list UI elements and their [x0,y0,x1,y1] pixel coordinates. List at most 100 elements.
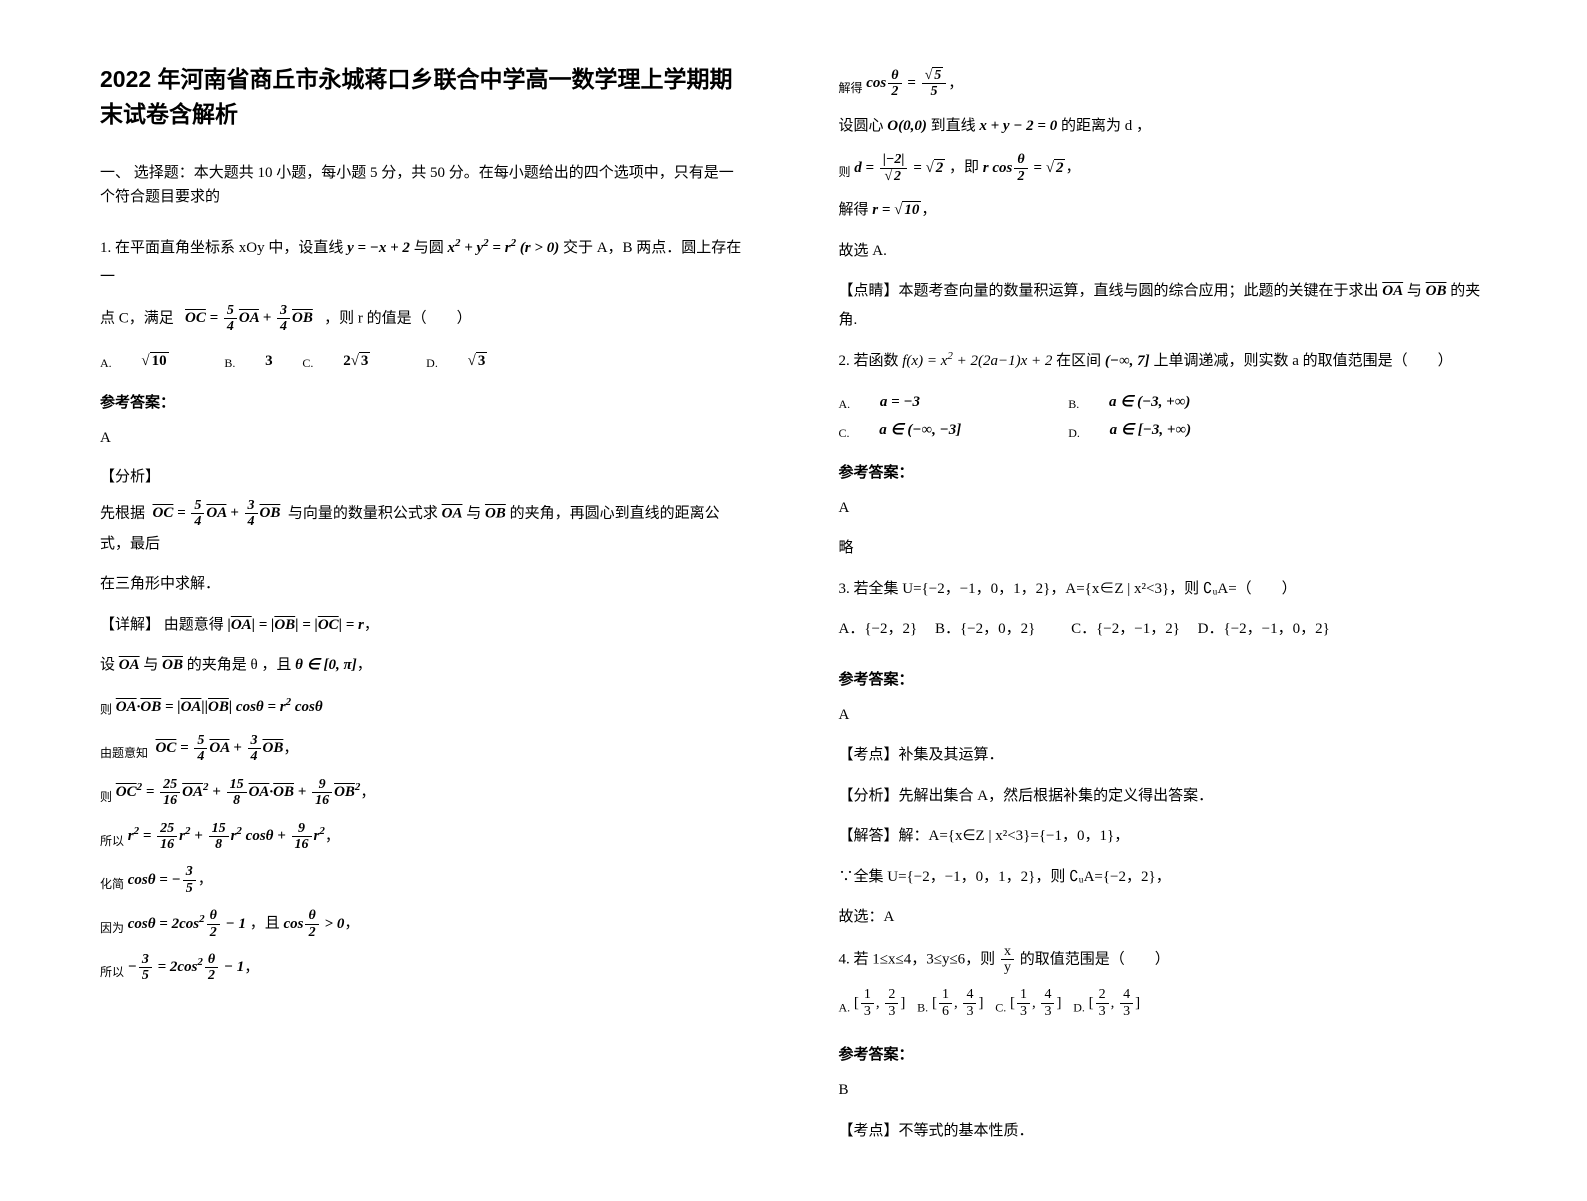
q1-text-a: 1. 在平面直角坐标系 xOy 中，设直线 [100,240,343,256]
q2-opt-a: A. a = −3 [839,388,1039,417]
q1-detail-3: 则 OA·OB = |OA||OB| cosθ = r2 cosθ [100,692,749,722]
q4-b: 的取值范围是（ ） [1020,951,1170,967]
r-d2a: 设圆心 [839,118,884,134]
q1-detail-8: 因为 cosθ = 2cos2θ2 − 1 ，且 cosθ2 > 0， [100,908,749,940]
q3-exp1: 【考点】补集及其运算． [839,741,1488,770]
q2-b: 在区间 [1056,353,1101,369]
r-line2: 设圆心 O(0,0) 到直线 x + y − 2 = 0 的距离为 d ， [839,112,1488,141]
q1-opt-c: C. 2√3 [302,353,396,369]
doc-title: 2022 年河南省商丘市永城蒋口乡联合中学高一数学理上学期期末试卷含解析 [100,62,749,131]
q1-d3a: 则 [100,702,112,716]
q2-options-row2: C. a ∈ (−∞, −3] D. a ∈ [−3, +∞) [839,416,1488,445]
q1-detail-7: 化简 cosθ = −35， [100,864,749,896]
detail-tag: 【详解】 [100,617,160,633]
section-1-heading: 一、 选择题：本大题共 10 小题，每小题 5 分，共 50 分。在每小题给出的… [100,161,749,209]
q2-fx: f(x) = x2 + 2(2a−1)x + 2 [902,353,1052,369]
oa-vec-2: OA [119,657,140,673]
q4-options: A. [13, 23] B. [16, 43] C. [13, 43] D. [… [839,987,1488,1019]
q1-d6a: 所以 [100,834,124,848]
cos-theta-eq: cosθ = −35 [128,872,198,888]
q3-text: 3. 若全集 U={−2，−1，0，1，2}，A={x∈Z | x²<3}，则 … [839,575,1488,604]
q1-detail-6: 所以 r2 = 2516r2 + 158r2 cosθ + 916r2， [100,821,749,853]
q1-d7a: 化简 [100,877,124,891]
ob-vec-2: OB [162,657,183,673]
q2-interval: (−∞, 7] [1105,353,1150,369]
oc-sq-eq: OC2 = 2516OA2 + 158OA·OB + 916OB2 [116,784,361,800]
q1-detail-2: 设 OA 与 OB 的夹角是 θ ，且 θ ∈ [0, π]， [100,651,749,680]
q2-line1: 2. 若函数 f(x) = x2 + 2(2a−1)x + 2 在区间 (−∞,… [839,346,1488,376]
q1-d4-eq: OC = 54OA + 34OB [156,740,284,756]
q4-text: 4. 若 1≤x≤4，3≤y≤6，则 xy 的取值范围是（ ） [839,944,1488,976]
rcos-eq: r cosθ2 = √2 [983,160,1066,176]
q2-c: 上单调递减，则实数 a 的取值范围是（ ） [1153,353,1452,369]
q1-eq2: x2 + y2 = r2 (r > 0) [447,240,559,256]
q1-d8b: ，且 [250,916,280,932]
q1-detail-5: 则 OC2 = 2516OA2 + 158OA·OB + 916OB2， [100,777,749,809]
r-line3: 则 d = |−2|√2 = √2 ，即 r cosθ2 = √2， [839,152,1488,184]
q1-ana-b: 与向量的数量积公式求 [288,505,438,521]
cos-half-pos: cosθ2 > 0 [283,916,344,932]
q4-opt-d: D. [23, 43] [1073,995,1140,1011]
q2-opt-c: C. a ∈ (−∞, −3] [839,416,1039,445]
q3-exp5: 故选：A [839,903,1488,932]
cos-half-eq1: cosθ = 2cos2θ2 − 1 [128,916,246,932]
ob-vec: OB [485,505,506,521]
oa-vec-3: OA [1382,283,1403,299]
r-d6b: 与 [1407,283,1422,299]
q3-answer-label: 参考答案： [839,668,1488,689]
q1-ana-a: 先根据 [100,505,145,521]
ob-vec-3: OB [1426,283,1447,299]
r-d3a: 则 [839,165,851,179]
q4-a: 4. 若 1≤x≤4，3≤y≤6，则 [839,951,996,967]
q1-d2a: 设 [100,657,115,673]
q3-answer: A [839,701,1488,730]
q1-detail-9: 所以 −35 = 2cos2θ2 − 1， [100,952,749,984]
q3-exp4: ∵全集 U={−2，−1，0，1，2}，则 ∁ᵤA={−2，2}， [839,863,1488,892]
q4-opt-c: C. [13, 43] [995,995,1061,1011]
origin: O(0,0) [887,118,927,134]
q1-line2: 点 C，满足 OC = 54OA + 34OB ，则 r 的值是（ ） [100,303,749,335]
q1-text-b: 与圆 [414,240,444,256]
q1-opt-b: B. 3 [224,353,272,369]
q1-options: A. √10 B. 3 C. 2√3 D. √3 [100,347,749,376]
q3-exp2: 【分析】先解出集合 A，然后根据补集的定义得出答案． [839,782,1488,811]
q2-opt-b: B. a ∈ (−3, +∞) [1068,394,1190,410]
q3-exp3: 【解答】解：A={x∈Z | x²<3}={−1，0，1}， [839,822,1488,851]
q1-ana-line1: 先根据 OC = 54OA + 34OB 与向量的数量积公式求 OA 与 OB … [100,498,749,558]
cos-half-val: cosθ2 = √55 [866,75,948,91]
q1-d1-eq: |OA| = |OB| = |OC| = r [228,617,364,633]
r-sq-eq: r2 = 2516r2 + 158r2 cosθ + 916r2 [128,828,325,844]
q4-frac-xy: xy [1001,944,1014,976]
q4-answer: B [839,1076,1488,1105]
left-column: 2022 年河南省商丘市永城蒋口乡联合中学高一数学理上学期期末试卷含解析 一、 … [100,62,749,1151]
q3-opt-c: C．{−2，−1，2} [1071,621,1180,637]
r-d2e: 的距离为 d ， [1061,118,1151,134]
q1-detail-1: 【详解】 由题意得 |OA| = |OB| = |OC| = r， [100,611,749,640]
q1-d9a: 所以 [100,965,124,979]
r-val: r = √10 [872,201,921,218]
right-column: 解得 cosθ2 = √55， 设圆心 O(0,0) 到直线 x + y − 2… [839,62,1488,1151]
q3-opt-b: B．{−2，0，2} [935,621,1035,637]
q1-ana-c: 与 [466,505,481,521]
r-line5: 故选 A. [839,237,1488,266]
r-d2c: 到直线 [931,118,976,134]
dot-prod: OA·OB = |OA||OB| cosθ = r2 cosθ [116,699,323,715]
r-d4a: 解得 [839,202,869,218]
d-eq: d = |−2|√2 = √2 [854,160,945,176]
q1-opt-a: A. √10 [100,353,195,369]
q2-answer-label: 参考答案： [839,461,1488,482]
analysis-tag: 【分析】 [100,465,749,486]
line-eq: x + y − 2 = 0 [979,118,1057,134]
q1-d4a: 由题意知 [100,746,148,760]
q2-options-row1: A. a = −3 B. a ∈ (−3, +∞) [839,388,1488,417]
q1-d1a: 由题意得 [164,617,224,633]
r-line4: 解得 r = √10， [839,196,1488,225]
r-line1: 解得 cosθ2 = √55， [839,68,1488,100]
neg35-eq: −35 = 2cos2θ2 − 1 [128,959,245,975]
r-line6: 【点睛】本题考查向量的数量积运算，直线与圆的综合应用；此题的关键在于求出 OA … [839,277,1488,334]
q1-line1: 1. 在平面直角坐标系 xOy 中，设直线 y = −x + 2 与圆 x2 +… [100,233,749,291]
q2-a: 2. 若函数 [839,353,899,369]
q1-opt-d: D. √3 [426,353,513,369]
q3-opt-a: A．{−2，2} [839,621,918,637]
theta-range: θ ∈ [0, π] [295,657,357,673]
